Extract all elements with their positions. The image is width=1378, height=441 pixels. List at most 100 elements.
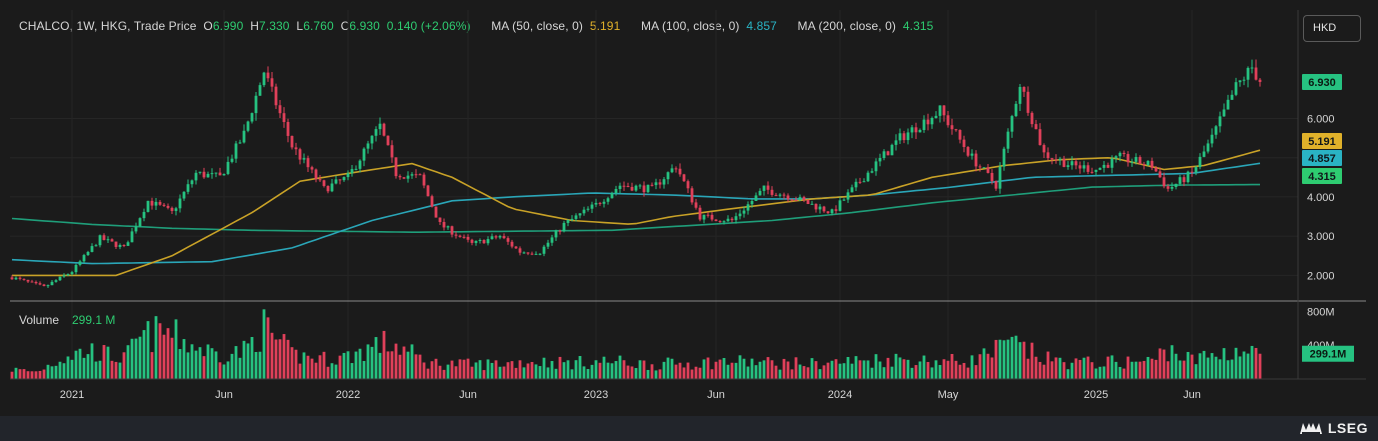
volume-bar	[302, 352, 306, 379]
volume-bar	[794, 357, 798, 379]
candle-body	[122, 244, 126, 246]
volume-bar	[1038, 361, 1042, 379]
candle-body	[1046, 152, 1050, 159]
candle-body	[758, 190, 762, 196]
candle-body	[590, 204, 594, 209]
volume-axis: 800M400M	[1307, 306, 1335, 352]
candle-body	[946, 115, 950, 126]
volume-bar	[954, 360, 958, 379]
candle-body	[922, 119, 926, 130]
volume-bar	[602, 356, 606, 379]
candle-body	[546, 242, 550, 247]
volume-bar	[718, 359, 722, 379]
volume-bar	[558, 356, 562, 379]
volume-bar	[858, 360, 862, 379]
candle-body	[242, 130, 246, 143]
candle-body	[110, 239, 114, 242]
volume-bar	[810, 358, 814, 379]
volume-bar	[98, 360, 102, 379]
candle-body	[158, 201, 162, 205]
candle-body	[338, 179, 342, 181]
volume-bar	[1110, 355, 1114, 379]
brand-label: LSEG	[1327, 420, 1368, 436]
candle-body	[398, 176, 402, 178]
volume-bar	[238, 357, 242, 379]
candle-body	[994, 181, 998, 189]
candle-body	[630, 186, 634, 191]
price-tick-label: 6.000	[1307, 113, 1335, 125]
volume-bar	[1130, 361, 1134, 379]
candle-body	[1014, 103, 1018, 117]
candle-body	[22, 278, 26, 280]
volume-bar	[1238, 356, 1242, 379]
volume-bar	[726, 364, 730, 379]
volume-bar	[1114, 361, 1118, 379]
candle-body	[794, 199, 798, 201]
volume-bar	[906, 359, 910, 379]
candle-body	[714, 219, 718, 222]
volume-bar	[578, 356, 582, 379]
volume-bar	[70, 359, 74, 379]
volume-bar	[1234, 347, 1238, 379]
volume-bar	[1214, 356, 1218, 379]
volume-bar	[270, 332, 274, 379]
candle-body	[1078, 165, 1082, 169]
price-tick-label: 2.000	[1307, 270, 1335, 282]
volume-bar	[154, 316, 158, 379]
volume-bar	[358, 348, 362, 379]
volume-bar	[66, 356, 70, 379]
candle-body	[486, 239, 490, 244]
volume-bar	[1030, 342, 1034, 379]
volume-bar	[318, 355, 322, 379]
volume-bar	[994, 339, 998, 379]
volume-tag: 299.1M	[1310, 349, 1347, 361]
volume-bar	[486, 359, 490, 379]
volume-bar	[654, 370, 658, 379]
volume-tag-bg	[1302, 345, 1354, 362]
volume-bar	[390, 351, 394, 379]
candle-body	[418, 174, 422, 176]
volume-bar	[526, 363, 530, 379]
candle-body	[42, 284, 46, 287]
time-tick-label: 2023	[584, 389, 608, 401]
candle-body	[906, 132, 910, 141]
candle-body	[78, 261, 82, 265]
volume-bar	[370, 346, 374, 379]
candle-body	[278, 105, 282, 114]
volume-bar	[1086, 356, 1090, 379]
volume-bar	[1074, 358, 1078, 379]
candle-body	[1070, 161, 1074, 166]
candle-body	[382, 123, 386, 136]
volume-bar	[1014, 335, 1018, 379]
volume-bar	[214, 351, 218, 379]
volume-bar	[34, 371, 38, 379]
volume-bar	[438, 365, 442, 379]
candle-body	[258, 85, 262, 96]
candle-body	[842, 199, 846, 201]
candle-body	[1190, 171, 1194, 173]
candle-body	[138, 218, 142, 227]
volume-bar	[278, 339, 282, 379]
candle-body	[634, 185, 638, 191]
volume-bar	[402, 346, 406, 379]
candle-body	[646, 184, 650, 193]
volume-bar	[774, 365, 778, 379]
volume-bar	[410, 344, 414, 379]
volume-bar	[122, 352, 126, 379]
candle-body	[1210, 134, 1214, 144]
candle-body	[1030, 112, 1034, 125]
volume-bar	[658, 369, 662, 379]
volume-bar	[422, 362, 426, 379]
volume-bar	[590, 364, 594, 379]
candle-body	[1146, 160, 1150, 165]
volume-bar	[830, 360, 834, 379]
volume-bar	[1034, 356, 1038, 379]
candle-body	[894, 140, 898, 145]
currency-button[interactable]: HKD	[1303, 15, 1361, 42]
candle-body	[378, 123, 382, 130]
candle-body	[1042, 145, 1046, 153]
candle-body	[410, 174, 414, 176]
volume-bar	[1182, 360, 1186, 379]
volume-bar	[322, 351, 326, 379]
candle-body	[234, 143, 238, 159]
